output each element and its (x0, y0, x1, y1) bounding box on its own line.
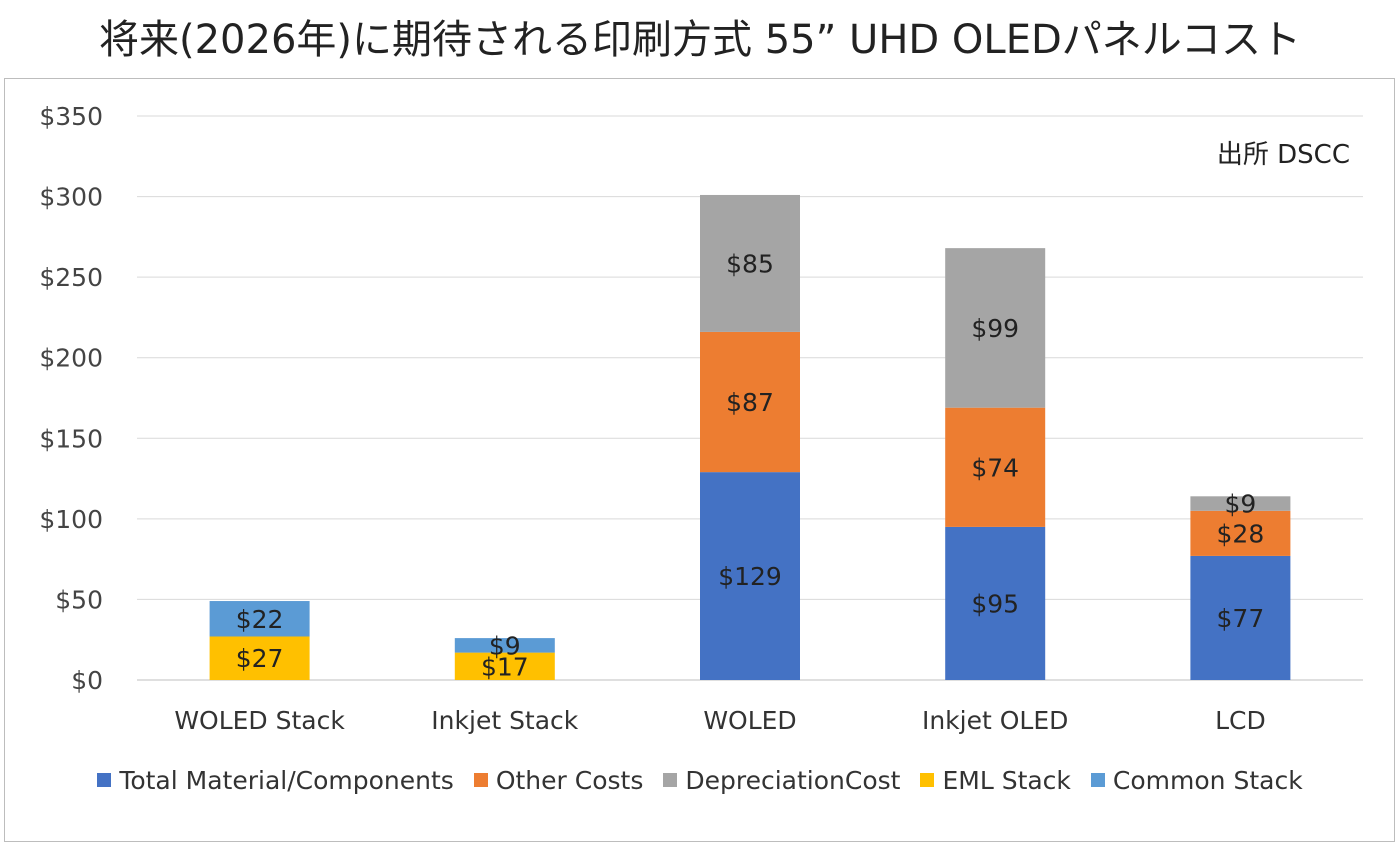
legend-label: DepreciationCost (685, 765, 901, 795)
data-label: $85 (726, 249, 774, 278)
legend-item: DepreciationCost (663, 766, 900, 795)
y-tick-label: $100 (39, 505, 103, 534)
legend-label: Total Material/Components (119, 765, 454, 795)
data-label: $27 (236, 644, 284, 673)
bar-segment (945, 407, 1046, 527)
y-tick-label: $50 (55, 585, 103, 614)
x-tick-label: LCD (1215, 706, 1266, 735)
legend-swatch (663, 773, 678, 787)
y-tick-label: $250 (39, 263, 103, 292)
data-label: $99 (971, 314, 1019, 343)
bar-segment (700, 331, 800, 473)
data-label: $22 (236, 605, 284, 634)
x-tick-label: WOLED (703, 706, 796, 735)
bar-segment (209, 601, 310, 637)
data-label: $9 (489, 631, 521, 660)
data-label: $17 (481, 652, 529, 681)
legend-item: Other Costs (473, 765, 644, 795)
legend-label: Other Costs (495, 765, 644, 795)
bar-segment (945, 526, 1046, 680)
y-tick-label: $0 (71, 666, 103, 695)
bar-segment (454, 638, 555, 653)
y-tick-label: $200 (39, 344, 103, 373)
y-tick-label: $150 (39, 424, 103, 453)
chart-title: 将来(2026年)に期待される印刷方式 55” UHD OLEDパネルコスト (99, 17, 1301, 63)
source-annotation: 出所 DSCC (1216, 140, 1350, 170)
bar-segment (1190, 496, 1291, 511)
data-label: $28 (1217, 519, 1265, 548)
legend-swatch (473, 773, 488, 787)
legend-label: EML Stack (942, 765, 1071, 795)
y-tick-label: $300 (39, 183, 103, 212)
bar-segment (209, 636, 310, 680)
chart-legend: Total Material/Components Other Costs Depr… (0, 760, 1400, 800)
x-tick-label: Inkjet Stack (431, 706, 579, 735)
legend-item: EML Stack (920, 765, 1071, 795)
bar-segment (700, 472, 800, 680)
bar-segment (1190, 510, 1291, 556)
legend-item: Common Stack (1090, 765, 1303, 795)
bar-segment (454, 652, 555, 680)
chart-area (4, 78, 1395, 842)
data-label: $95 (971, 589, 1019, 618)
legend-swatch (1090, 773, 1105, 787)
legend-swatch (97, 773, 112, 787)
data-label: $129 (718, 562, 782, 591)
data-label: $9 (1224, 490, 1256, 519)
data-label: $87 (726, 388, 774, 417)
legend-item: Total Material/Components (97, 766, 454, 795)
y-tick-label: $350 (39, 102, 103, 131)
data-label: $74 (971, 453, 1019, 482)
x-tick-label: WOLED Stack (174, 706, 345, 735)
data-label: $77 (1217, 604, 1265, 633)
legend-swatch (920, 773, 935, 787)
bar-segment (700, 194, 800, 332)
x-tick-label: Inkjet OLED (922, 706, 1068, 735)
bar-segment (945, 248, 1046, 408)
legend-label: Common Stack (1112, 765, 1303, 795)
bar-segment (1190, 555, 1291, 680)
